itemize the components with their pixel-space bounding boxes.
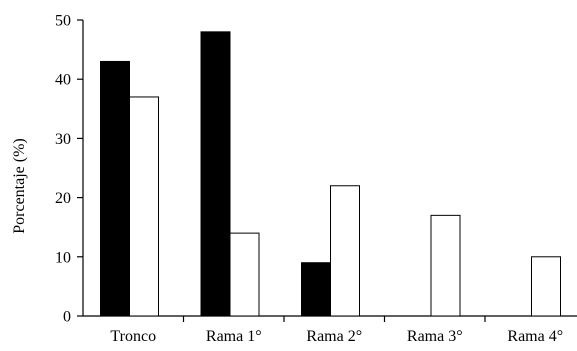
x-tick-label: Rama 1° — [206, 328, 262, 345]
bar-series2 — [531, 256, 561, 317]
x-tick-label: Tronco — [110, 328, 156, 345]
bar-series2 — [330, 185, 360, 317]
y-tick-label: 40 — [55, 72, 71, 89]
bar-series1 — [301, 262, 331, 317]
bar-series2 — [129, 96, 159, 317]
y-tick-label: 20 — [55, 190, 71, 207]
y-tick-label: 50 — [55, 13, 71, 30]
x-tick-label: Rama 3° — [407, 328, 463, 345]
y-tick-label: 0 — [63, 309, 71, 326]
x-tick-label: Rama 2° — [306, 328, 362, 345]
plot-area: 0 10 20 30 40 50 Tronco Rama 1° Rama 2° Rama 3° Ra… — [55, 13, 577, 345]
bar-series2 — [229, 232, 260, 317]
y-tick-label: 10 — [55, 249, 71, 266]
bar-series2 — [430, 214, 461, 317]
bar-series1 — [100, 60, 130, 317]
bar-series1 — [200, 31, 231, 317]
x-tick-label: Rama 4° — [507, 328, 563, 345]
y-tick-label: 30 — [55, 131, 71, 148]
y-axis-title: Porcentaje (%) — [11, 138, 28, 234]
